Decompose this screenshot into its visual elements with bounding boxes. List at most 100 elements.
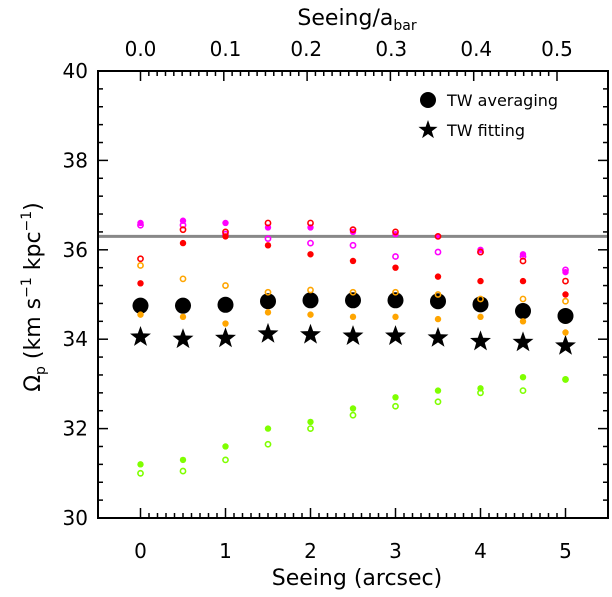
- open-ring-point: [349, 226, 357, 234]
- filled-dot-point: [349, 405, 357, 412]
- filled-dot-point: [477, 277, 484, 285]
- filled-dot-point: [222, 219, 229, 227]
- open-ring-point: [179, 226, 187, 234]
- plot-frame: [97, 70, 609, 519]
- open-ring-point: [137, 221, 144, 229]
- averaging-point: [472, 296, 489, 313]
- filled-dot-point: [307, 251, 314, 258]
- y-tick-label: 40: [63, 59, 88, 83]
- filled-dot-point: [434, 387, 442, 394]
- filled-dot-point: [179, 313, 187, 321]
- legend-star-marker: [418, 120, 438, 139]
- top-x-tick-label: 0.5: [541, 37, 573, 61]
- fitting-point: [172, 328, 194, 349]
- legend-circle-marker: [420, 92, 436, 108]
- y-tick-label: 38: [63, 148, 88, 172]
- y-axis-label-text1: (km s: [21, 298, 46, 366]
- top-x-tick-label: 0.2: [290, 37, 322, 61]
- y-axis-label-sup1: −1: [19, 277, 35, 298]
- y-axis-label-main: Ω: [21, 375, 46, 392]
- fitting-point: [300, 323, 321, 344]
- averaging-point: [302, 292, 319, 309]
- x-tick-labels: 0 1 2 3 4 5: [134, 539, 572, 563]
- open-ring-point: [264, 288, 272, 296]
- open-ring-point: [137, 262, 144, 269]
- x-tick-label: 5: [559, 539, 572, 563]
- open-ring-point: [434, 398, 442, 406]
- filled-dot-point: [222, 443, 229, 450]
- fitting-point: [470, 330, 491, 351]
- filled-dot-point: [264, 242, 272, 249]
- open-ring-point: [562, 297, 569, 305]
- filled-dot-point: [137, 311, 144, 318]
- x-tick-label: 3: [389, 539, 402, 563]
- x-tick-label: 1: [219, 539, 232, 563]
- open-ring-point: [519, 257, 527, 265]
- y-tick-label: 36: [63, 238, 88, 262]
- open-ring-point: [562, 376, 569, 383]
- open-ring-point: [307, 425, 314, 432]
- averaging-point: [557, 307, 574, 324]
- filled-dot-point: [307, 311, 314, 318]
- open-ring-point: [222, 282, 229, 289]
- filled-dot-point: [434, 315, 442, 323]
- open-ring-point: [477, 389, 484, 397]
- fitting-point: [385, 325, 406, 345]
- open-ring-point: [392, 402, 399, 410]
- top-x-axis-label-main: Seeing/a: [297, 6, 393, 31]
- open-ring-point: [137, 469, 144, 477]
- open-ring-point: [349, 288, 357, 296]
- fitting-point: [342, 325, 364, 345]
- x-tick-label: 2: [304, 539, 317, 563]
- y-axis-label: Ωp (km s−1 kpc−1): [19, 202, 49, 392]
- fitting-point: [215, 327, 236, 348]
- filled-dot-point: [562, 329, 569, 336]
- open-ring-point: [264, 440, 272, 448]
- filled-dot-point: [477, 313, 484, 321]
- open-ring-point: [179, 467, 187, 475]
- fitting-point: [512, 331, 534, 352]
- filled-dot-point: [562, 291, 569, 298]
- top-x-tick-labels: 0.0 0.1 0.2 0.3 0.4 0.5: [125, 37, 573, 61]
- open-ring-point: [434, 232, 442, 240]
- filled-dot-point: [307, 418, 314, 426]
- filled-dot-point: [519, 318, 527, 325]
- data-points: [130, 217, 576, 477]
- filled-dot-point: [137, 461, 144, 468]
- y-axis-label-text2: kpc: [21, 231, 46, 277]
- filled-dot-point: [264, 309, 272, 316]
- open-ring-point: [222, 456, 229, 464]
- open-ring-point: [179, 275, 187, 283]
- open-ring-point: [264, 219, 272, 227]
- open-ring-point: [519, 387, 527, 395]
- open-ring-point: [562, 266, 569, 274]
- averaging-point: [217, 296, 234, 313]
- averaging-point: [515, 303, 531, 320]
- filled-dot-point: [179, 456, 187, 464]
- open-ring-point: [264, 235, 272, 243]
- filled-dot-point: [222, 233, 229, 240]
- top-x-tick-label: 0.1: [210, 37, 242, 61]
- x-tick-label: 4: [474, 539, 487, 563]
- fitting-point: [427, 326, 449, 347]
- x-axis-label: Seeing (arcsec): [272, 566, 442, 591]
- averaging-point: [260, 293, 276, 310]
- open-ring-point: [519, 295, 527, 303]
- open-ring-point: [477, 295, 484, 303]
- top-x-axis-label: Seeing/abar: [297, 6, 416, 34]
- filled-dot-point: [264, 425, 272, 432]
- open-ring-point: [392, 228, 399, 236]
- fitting-point: [257, 322, 279, 343]
- legend: TW averaging TW fitting: [418, 91, 558, 140]
- x-tick-label: 0: [134, 539, 147, 563]
- open-ring-point: [349, 241, 357, 249]
- averaging-point: [175, 297, 191, 314]
- open-ring-point: [477, 248, 484, 256]
- averaging-point: [345, 292, 361, 309]
- top-x-tick-label: 0.0: [125, 37, 157, 61]
- fitting-point: [130, 325, 151, 346]
- fitting-point: [555, 334, 576, 355]
- filled-dot-point: [392, 264, 399, 271]
- filled-dot-point: [434, 273, 442, 280]
